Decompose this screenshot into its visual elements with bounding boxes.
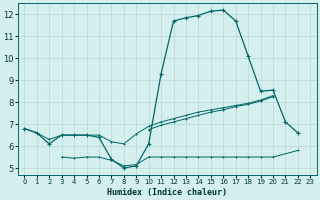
- X-axis label: Humidex (Indice chaleur): Humidex (Indice chaleur): [107, 188, 227, 197]
